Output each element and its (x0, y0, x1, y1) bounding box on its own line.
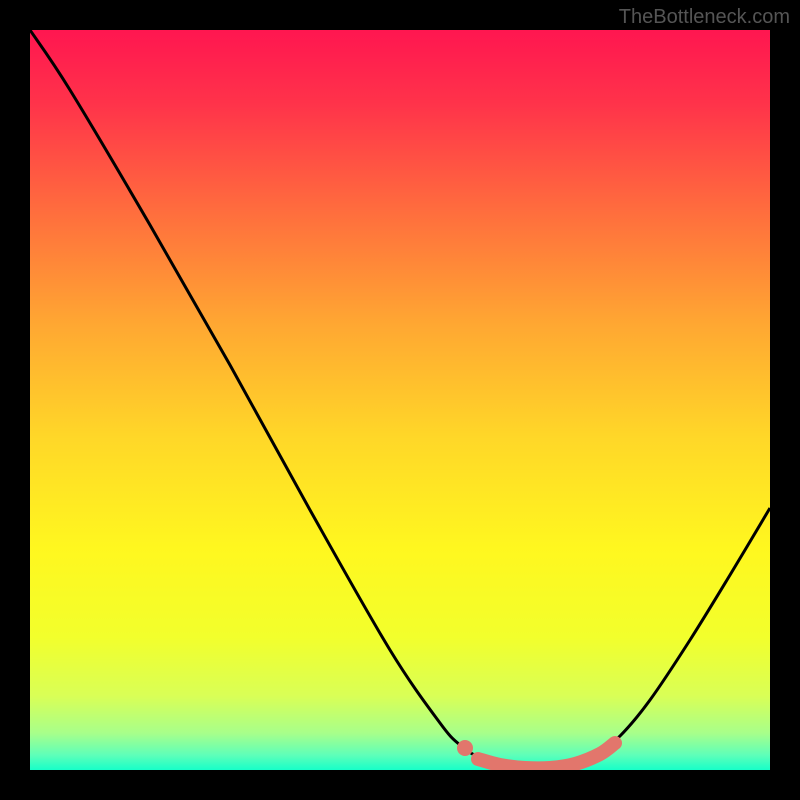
highlight-segment (478, 743, 615, 768)
curve-layer (30, 30, 770, 770)
watermark-text: TheBottleneck.com (619, 6, 790, 29)
plot-area (30, 30, 770, 770)
marker-dot (457, 740, 473, 756)
bottleneck-curve (30, 30, 770, 767)
